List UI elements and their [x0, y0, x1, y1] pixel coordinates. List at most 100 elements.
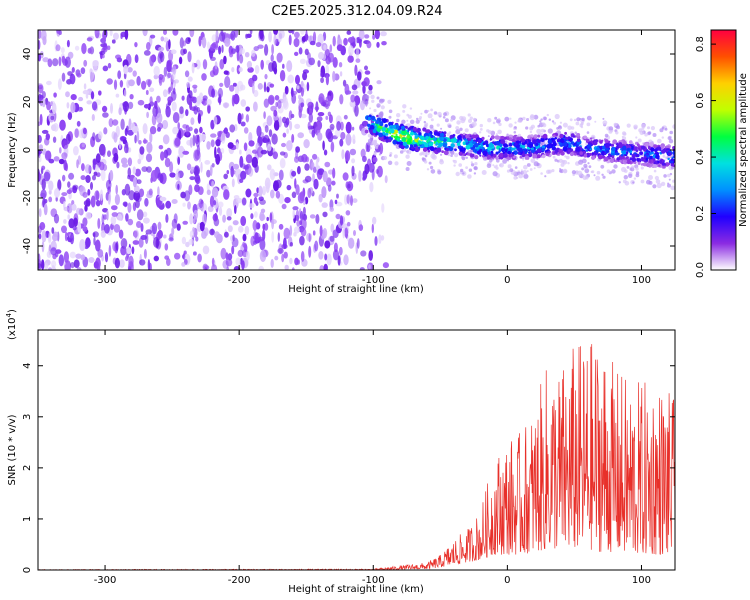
signal-point: [465, 144, 471, 150]
noise-speck: [355, 58, 361, 63]
signal-point: [401, 137, 407, 142]
noise-speck: [59, 147, 62, 154]
signal-point: [554, 148, 559, 152]
noise-speck: [146, 142, 153, 154]
noise-speck: [234, 84, 239, 96]
noise-speck: [116, 213, 123, 221]
noise-speck: [178, 145, 185, 158]
x-tick-label: -200: [228, 275, 251, 286]
signal-halo-point: [365, 95, 370, 99]
signal-point: [598, 154, 603, 160]
signal-point: [567, 136, 571, 140]
signal-point: [375, 132, 378, 136]
noise-speck: [368, 250, 374, 261]
noise-speck: [279, 151, 286, 156]
noise-speck: [136, 209, 144, 221]
signal-point: [631, 157, 637, 162]
signal-point: [433, 131, 439, 136]
noise-speck: [360, 250, 367, 257]
signal-point: [645, 142, 649, 147]
signal-point: [591, 155, 596, 160]
noise-speck: [364, 34, 370, 39]
signal-point: [524, 151, 527, 155]
figure-title: C2E5.2025.312.04.09.R24: [271, 4, 442, 19]
signal-point: [429, 142, 433, 147]
signal-halo-point: [514, 126, 517, 129]
noise-speck: [246, 60, 252, 69]
noise-speck: [232, 220, 239, 226]
signal-halo-point: [427, 113, 433, 119]
noise-speck: [282, 96, 288, 109]
noise-speck: [102, 208, 109, 213]
noise-speck: [207, 41, 210, 50]
noise-speck: [174, 252, 181, 260]
signal-point: [563, 138, 567, 142]
noise-speck: [127, 202, 132, 213]
noise-speck: [322, 228, 328, 239]
signal-point: [375, 120, 380, 124]
noise-speck: [186, 163, 192, 171]
noise-speck: [243, 142, 248, 152]
noise-speck: [106, 78, 113, 85]
noise-speck: [192, 134, 196, 147]
noise-speck: [181, 95, 185, 101]
noise-speck: [372, 216, 377, 225]
noise-speck: [351, 126, 355, 131]
x-tick-label: 100: [632, 275, 651, 286]
noise-speck: [215, 30, 219, 42]
signal-point: [629, 152, 633, 156]
noise-speck: [184, 70, 190, 78]
noise-speck: [119, 259, 125, 268]
noise-speck: [58, 158, 65, 165]
noise-speck: [329, 235, 335, 242]
noise-speck: [80, 254, 86, 261]
noise-speck: [237, 249, 244, 257]
signal-halo-point: [571, 170, 577, 175]
noise-speck: [156, 112, 163, 124]
signal-point: [562, 141, 568, 147]
noise-speck: [326, 177, 332, 187]
noise-speck: [299, 210, 304, 221]
signal-point: [641, 145, 645, 150]
noise-speck: [195, 176, 201, 185]
noise-speck: [300, 87, 304, 97]
noise-speck: [87, 189, 91, 196]
noise-speck: [84, 204, 88, 212]
signal-halo-point: [654, 175, 660, 181]
signal-halo-point: [454, 153, 459, 158]
signal-point: [620, 148, 623, 151]
noise-speck: [279, 158, 286, 169]
signal-halo-point: [372, 140, 377, 146]
noise-speck: [343, 37, 348, 46]
signal-halo-point: [502, 159, 507, 164]
signal-halo-point: [661, 136, 664, 139]
signal-point: [661, 149, 666, 154]
signal-point: [591, 152, 595, 155]
noise-speck: [275, 179, 282, 189]
noise-speck: [142, 123, 148, 135]
signal-point: [412, 126, 417, 132]
signal-halo-point: [444, 118, 449, 123]
signal-point: [541, 147, 545, 152]
signal-halo-point: [638, 128, 643, 133]
noise-speck: [271, 231, 275, 243]
signal-halo-point: [461, 156, 466, 161]
noise-speck: [189, 30, 195, 38]
signal-halo-point: [613, 164, 618, 169]
signal-point: [626, 148, 630, 151]
signal-halo-point: [635, 136, 638, 139]
noise-speck: [240, 215, 247, 227]
noise-speck: [141, 166, 148, 173]
signal-point: [523, 149, 527, 152]
signal-point: [443, 131, 447, 135]
noise-speck: [301, 153, 308, 163]
noise-speck: [235, 142, 239, 150]
noise-speck: [352, 134, 356, 143]
signal-point: [564, 131, 567, 135]
signal-point: [586, 144, 592, 150]
noise-speck: [177, 156, 181, 165]
signal-halo-point: [575, 121, 580, 126]
x-tick-label: -300: [94, 575, 117, 586]
signal-halo-point: [520, 169, 523, 172]
noise-speck: [56, 30, 60, 34]
